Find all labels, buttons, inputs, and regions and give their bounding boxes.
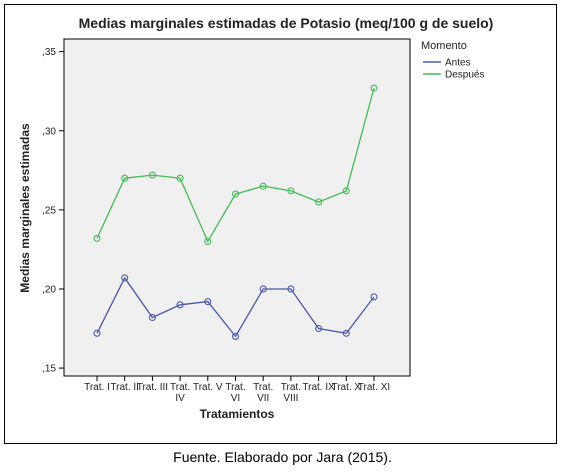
y-tick-label: ,20 <box>42 284 56 295</box>
data-point <box>287 187 295 195</box>
chart-title: Medias marginales estimadas de Potasio (… <box>79 15 494 31</box>
y-tick-label: ,35 <box>42 47 56 58</box>
y-axis-title: Medias marginales estimadas <box>18 123 32 293</box>
x-tick-label: Trat. II <box>110 382 139 393</box>
x-tick-label: Trat. IX <box>302 382 335 393</box>
x-tick-label: Trat. XI <box>358 382 390 393</box>
chart-frame: Medias marginales estimadas de Potasio (… <box>4 4 557 444</box>
data-point <box>93 329 101 337</box>
series-line <box>96 87 375 243</box>
data-point <box>176 174 184 182</box>
data-point <box>342 187 350 195</box>
data-point <box>342 329 350 337</box>
data-point <box>204 237 212 246</box>
figure-caption: Fuente. Elaborado por Jara (2015). <box>173 449 392 465</box>
data-point <box>287 285 295 293</box>
data-point <box>259 285 267 293</box>
x-tick-label: Trat. VI <box>225 382 245 404</box>
data-point <box>370 84 378 92</box>
data-point <box>231 190 240 198</box>
data-point <box>121 274 129 282</box>
data-point <box>315 198 323 206</box>
x-tick-label: Trat. I <box>84 382 110 393</box>
data-point <box>204 298 212 306</box>
y-axis: ,15 ,20 ,25 ,30 ,35 <box>42 47 64 375</box>
x-tick-label: Trat. VIII <box>281 382 301 404</box>
data-point <box>148 171 156 179</box>
data-point <box>231 332 240 340</box>
legend-label: Antes <box>445 58 471 69</box>
legend-title: Momento <box>421 40 467 52</box>
plot-area <box>63 38 411 377</box>
data-point <box>176 301 184 309</box>
y-tick-label: ,30 <box>42 126 56 137</box>
y-tick-label: ,15 <box>42 364 56 375</box>
data-point <box>93 234 101 242</box>
legend-label: Después <box>445 70 484 81</box>
series-line <box>96 276 375 338</box>
data-point <box>370 293 378 301</box>
x-axis-title: Tratamientos <box>200 407 275 421</box>
x-tick-label: Trat. V <box>193 382 223 393</box>
data-point <box>259 182 267 190</box>
y-tick-label: ,25 <box>42 205 56 216</box>
x-tick-label: Trat. VII <box>253 382 273 404</box>
x-tick-label: Trat. III <box>137 382 168 393</box>
x-tick-label: Trat. X <box>331 382 361 393</box>
x-tick-label: Trat. IV <box>170 382 190 404</box>
data-point <box>315 324 323 333</box>
data-point <box>121 174 129 182</box>
series-layer <box>93 84 378 340</box>
data-point <box>148 313 156 322</box>
chart: Medias marginales estimadas de Potasio (… <box>18 15 494 421</box>
